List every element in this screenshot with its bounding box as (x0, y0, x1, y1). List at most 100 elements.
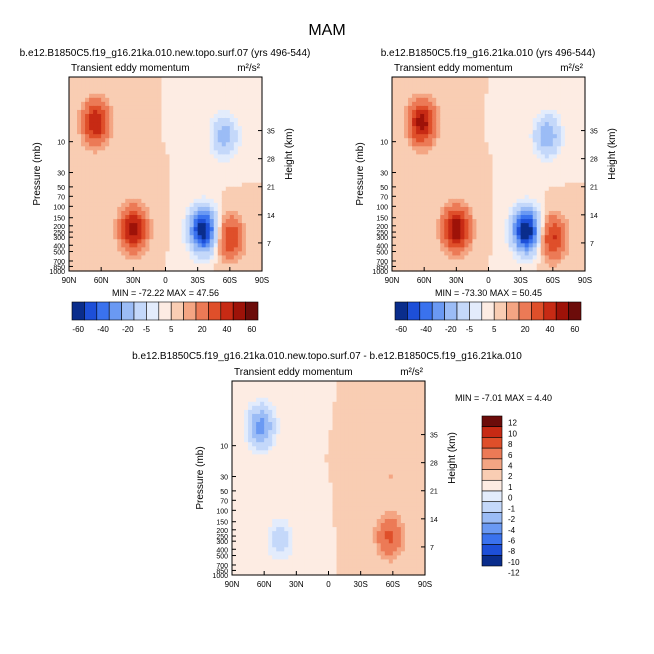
contour-cell (229, 226, 235, 232)
contour-cell (109, 242, 114, 248)
contour-cell (245, 149, 251, 155)
contour-cell (500, 117, 506, 123)
contour-cell (189, 109, 195, 114)
contour-cell (444, 266, 449, 272)
contour-cell (157, 222, 163, 228)
contour-cell (468, 153, 474, 159)
contour-cell (240, 457, 245, 463)
contour-cell (516, 178, 522, 183)
contour-cell (488, 262, 494, 268)
contour-cell (129, 234, 134, 240)
contour-cell (225, 113, 231, 119)
contour-cell (416, 246, 421, 252)
contour-cell (428, 117, 433, 123)
contour-cell (209, 77, 215, 82)
contour-cell (73, 190, 78, 195)
contour-cell (568, 190, 574, 195)
contour-cell (556, 121, 562, 127)
contour-cell (552, 105, 558, 110)
contour-cell (73, 109, 78, 114)
contour-cell (428, 230, 433, 236)
contour-cell (452, 194, 457, 199)
contour-cell (568, 182, 574, 187)
contour-cell (109, 194, 114, 199)
contour-cell (185, 117, 191, 123)
contour-cell (225, 109, 231, 114)
contour-cell (436, 182, 441, 187)
contour-cell (213, 246, 219, 252)
contour-cell (205, 117, 211, 123)
contour-cell (440, 258, 445, 264)
contour-cell (133, 230, 138, 236)
contour-cell (464, 109, 469, 114)
contour-cell (169, 77, 175, 82)
contour-cell (448, 174, 453, 179)
contour-cell (420, 246, 425, 252)
contour-cell (245, 262, 251, 268)
contour-cell (129, 186, 134, 191)
contour-cell (512, 109, 518, 114)
contour-cell (436, 266, 441, 272)
contour-cell (125, 165, 130, 171)
contour-cell (248, 449, 253, 455)
contour-cell (392, 129, 397, 135)
contour-cell (512, 153, 518, 159)
contour-cell (408, 141, 413, 147)
contour-cell (568, 125, 574, 131)
contour-cell (480, 250, 486, 256)
contour-cell (580, 105, 586, 110)
contour-cell (161, 202, 167, 207)
contour-cell (532, 113, 538, 119)
contour-cell (213, 202, 219, 207)
contour-cell (424, 81, 429, 86)
contour-cell (432, 258, 437, 264)
contour-cell (93, 113, 98, 119)
contour-cell (536, 105, 542, 110)
contour-cell (524, 218, 530, 224)
contour-cell (248, 530, 253, 536)
contour-cell (484, 97, 490, 102)
contour-cell (548, 113, 554, 119)
contour-cell (89, 218, 94, 224)
contour-cell (105, 133, 110, 139)
y-tick-label: 200 (53, 224, 65, 231)
contour-cell (464, 230, 469, 236)
contour-cell (105, 242, 110, 248)
contour-cell (225, 210, 231, 216)
contour-cell (504, 258, 510, 264)
contour-cell (225, 89, 231, 94)
contour-cell (153, 218, 159, 224)
contour-cell (456, 182, 461, 187)
contour-cell (257, 182, 263, 187)
contour-cell (237, 129, 243, 135)
contour-cell (472, 137, 478, 143)
contour-cell (236, 566, 241, 572)
contour-cell (236, 570, 241, 576)
contour-cell (257, 109, 263, 114)
contour-cell (568, 178, 574, 183)
contour-cell (189, 190, 195, 195)
contour-cell (568, 153, 574, 159)
contour-cell (412, 141, 417, 147)
contour-cell (508, 93, 514, 98)
contour-cell (217, 246, 223, 252)
contour-cell (536, 153, 542, 159)
contour-cell (197, 258, 203, 264)
contour-cell (452, 174, 457, 179)
contour-cell (540, 77, 546, 82)
contour-cell (404, 266, 409, 272)
contour-cell (217, 234, 223, 240)
contour-cell (464, 89, 469, 94)
contour-cell (452, 250, 457, 256)
contour-cell (412, 81, 417, 86)
contour-cell (113, 133, 118, 139)
contour-cell (193, 145, 199, 151)
contour-cell (444, 153, 449, 159)
contour-cell (236, 421, 241, 427)
contour-cell (225, 246, 231, 252)
contour-cell (440, 89, 445, 94)
contour-cell (101, 101, 106, 106)
contour-cell (161, 113, 167, 119)
contour-cell (189, 178, 195, 183)
contour-cell (484, 117, 490, 123)
